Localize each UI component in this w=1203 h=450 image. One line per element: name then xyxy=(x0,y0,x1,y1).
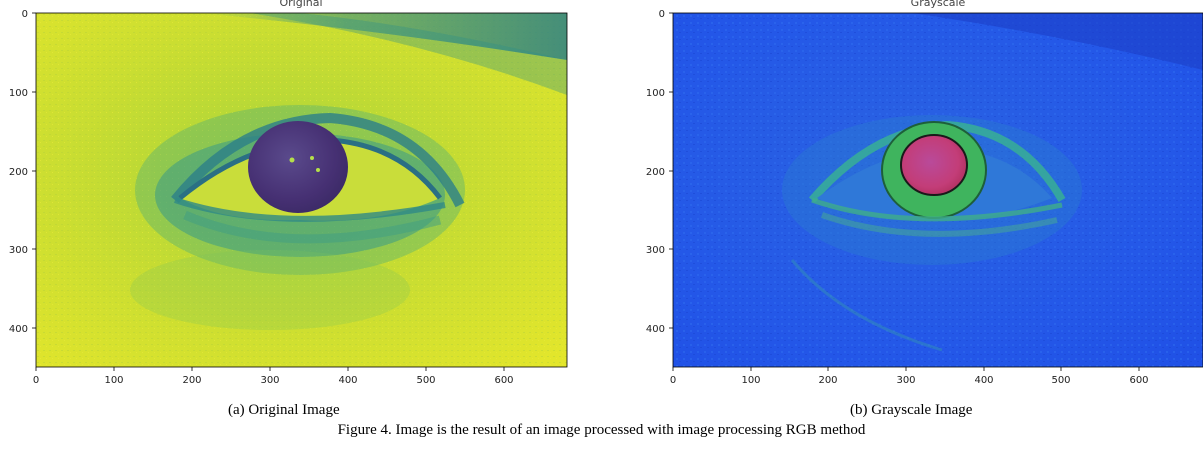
x-tick-label: 200 xyxy=(182,375,201,386)
y-tick-label: 300 xyxy=(9,245,28,256)
eye-image-original xyxy=(36,13,567,367)
x-axis: 0 100 200 300 400 500 600 xyxy=(33,367,514,386)
y-tick-label: 400 xyxy=(646,324,665,335)
plot-original: Original xyxy=(9,0,568,386)
eye-image-grayscale xyxy=(673,13,1203,367)
panel-title: Grayscale xyxy=(911,0,966,9)
panel-title: Original xyxy=(279,0,322,9)
y-tick-label: 200 xyxy=(9,167,28,178)
y-tick-label: 100 xyxy=(646,88,665,99)
x-tick-label: 500 xyxy=(416,375,435,386)
y-tick-label: 100 xyxy=(9,88,28,99)
x-tick-label: 300 xyxy=(260,375,279,386)
x-tick-label: 100 xyxy=(104,375,123,386)
x-tick-label: 500 xyxy=(1051,375,1070,386)
x-tick-label: 0 xyxy=(33,375,39,386)
panel-original: Original xyxy=(0,0,590,395)
figure-caption: Figure 4. Image is the result of an imag… xyxy=(337,422,866,438)
plot-grayscale: Grayscale xyxy=(646,0,1203,386)
x-tick-label: 400 xyxy=(974,375,993,386)
y-tick-label: 200 xyxy=(646,167,665,178)
y-tick-label: 400 xyxy=(9,324,28,335)
x-tick-label: 200 xyxy=(818,375,837,386)
panel-grayscale: Grayscale xyxy=(612,0,1203,395)
x-tick-label: 0 xyxy=(670,375,676,386)
y-tick-label: 0 xyxy=(22,9,28,20)
y-axis: 0 100 200 300 400 xyxy=(646,9,673,335)
y-axis: 0 100 200 300 400 xyxy=(9,9,36,335)
subfigure-caption-a: (a) Original Image xyxy=(228,402,340,418)
y-tick-label: 300 xyxy=(646,245,665,256)
x-tick-label: 400 xyxy=(338,375,357,386)
x-axis: 0 100 200 300 400 500 600 xyxy=(670,367,1149,386)
x-tick-label: 600 xyxy=(1129,375,1148,386)
x-tick-label: 100 xyxy=(741,375,760,386)
x-tick-label: 300 xyxy=(896,375,915,386)
x-tick-label: 600 xyxy=(494,375,513,386)
subfigure-caption-b: (b) Grayscale Image xyxy=(850,402,973,418)
y-tick-label: 0 xyxy=(659,9,665,20)
